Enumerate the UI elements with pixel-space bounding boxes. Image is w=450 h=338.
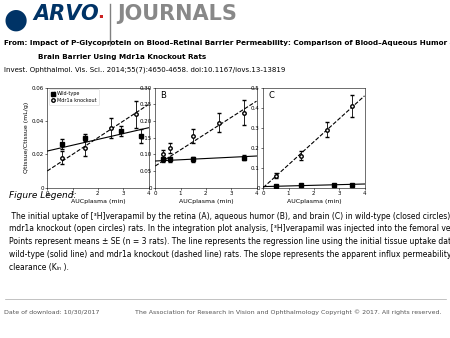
- Text: ARVO: ARVO: [34, 4, 99, 24]
- Legend: Wild-type, Mdr1a knockout: Wild-type, Mdr1a knockout: [49, 89, 99, 105]
- Text: The initial uptake of [³H]verapamil by the retina (A), aqueous humor (B), and br: The initial uptake of [³H]verapamil by t…: [9, 212, 450, 272]
- X-axis label: AUCplasma (min): AUCplasma (min): [179, 199, 233, 204]
- Text: Figure Legend:: Figure Legend:: [9, 191, 77, 200]
- X-axis label: AUCplasma (min): AUCplasma (min): [71, 199, 125, 204]
- Text: JOURNALS: JOURNALS: [117, 4, 237, 24]
- Text: Date of download: 10/30/2017: Date of download: 10/30/2017: [4, 310, 100, 314]
- Text: Invest. Ophthalmol. Vis. Sci.. 2014;55(7):4650-4658. doi:10.1167/iovs.13-13819: Invest. Ophthalmol. Vis. Sci.. 2014;55(7…: [4, 67, 286, 73]
- Text: Brain Barrier Using Mdr1a Knockout Rats: Brain Barrier Using Mdr1a Knockout Rats: [38, 54, 207, 60]
- Text: From: Impact of P-Glycoprotein on Blood–Retinal Barrier Permeability: Comparison: From: Impact of P-Glycoprotein on Blood–…: [4, 40, 450, 46]
- X-axis label: AUCplasma (min): AUCplasma (min): [287, 199, 341, 204]
- Y-axis label: Qtissue/Ctissue (mL/g): Qtissue/Ctissue (mL/g): [24, 102, 29, 173]
- Text: ●: ●: [4, 6, 28, 34]
- Text: .: .: [97, 4, 104, 22]
- Text: B: B: [160, 91, 166, 100]
- Text: C: C: [268, 91, 274, 100]
- Text: A: A: [52, 91, 58, 100]
- Text: The Association for Research in Vision and Ophthalmology Copyright © 2017. All r: The Association for Research in Vision a…: [135, 310, 441, 315]
